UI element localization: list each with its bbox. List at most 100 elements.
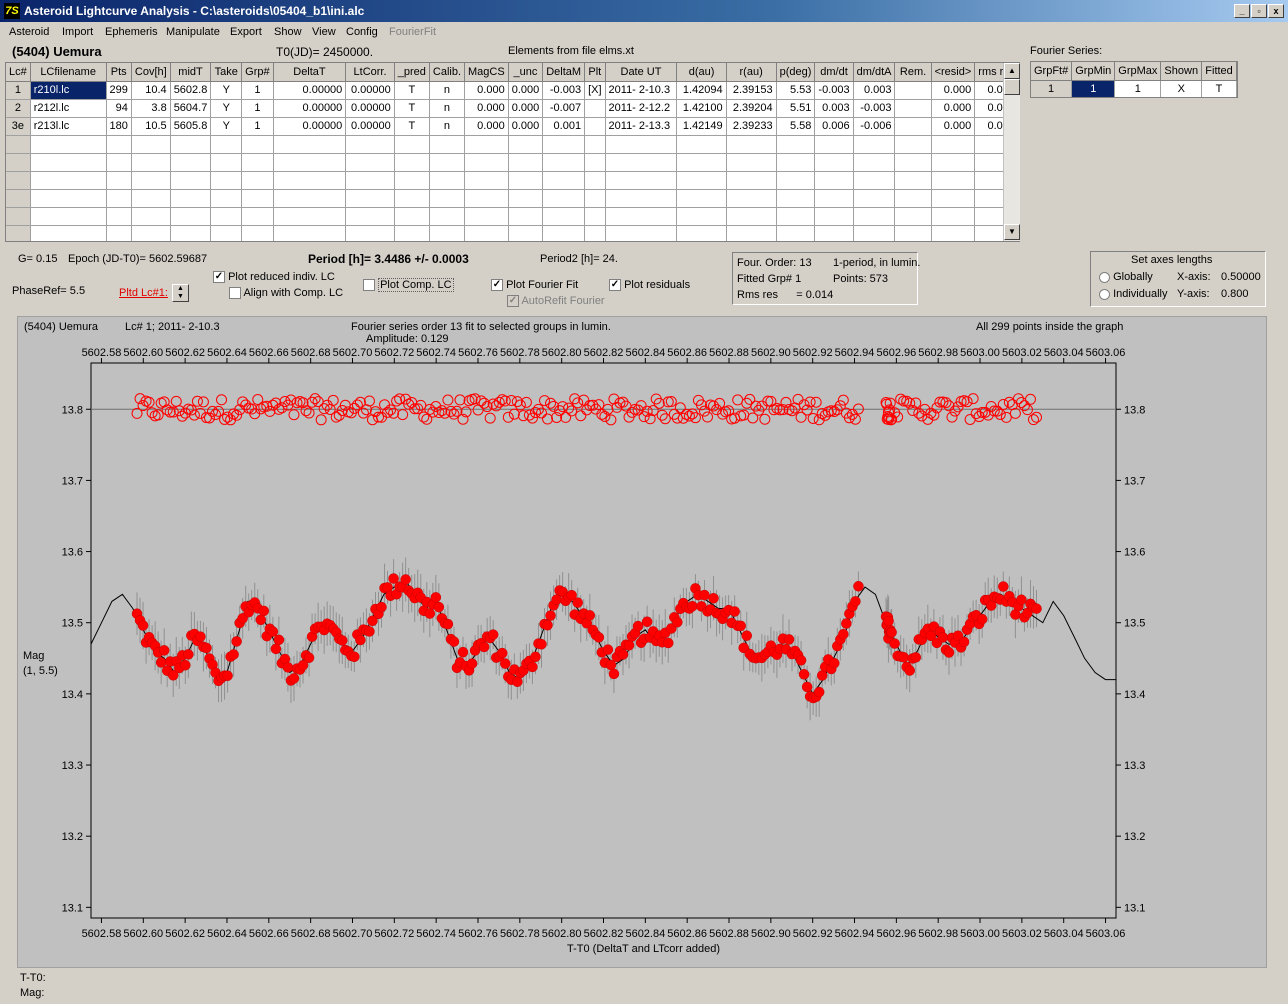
table-cell[interactable] (853, 153, 896, 172)
table-cell[interactable]: r213l.lc (30, 117, 107, 136)
table-cell[interactable] (584, 153, 606, 172)
menu-config[interactable]: Config (346, 26, 378, 38)
table-cell[interactable]: 0.006 (814, 117, 854, 136)
table-cell[interactable] (776, 207, 816, 226)
align-comp-checkbox[interactable]: Align with Comp. LC (229, 287, 343, 300)
table-cell[interactable]: 0.000 (464, 117, 509, 136)
table-cell[interactable] (676, 135, 727, 154)
table-cell[interactable] (726, 135, 777, 154)
table-cell[interactable] (542, 189, 586, 208)
table-cell[interactable] (345, 207, 395, 226)
table-cell[interactable] (273, 189, 347, 208)
lightcurve-plot-panel[interactable]: 5602.58 5602.58 5602.60 5602.60 5602.62 5602.… (17, 316, 1267, 968)
table-cell[interactable] (170, 225, 212, 241)
table-cell[interactable]: 299 (106, 81, 132, 100)
column-header[interactable]: dm/dt (814, 63, 854, 82)
table-cell[interactable] (894, 81, 932, 100)
column-header[interactable]: _unc (508, 63, 544, 82)
table-cell[interactable] (345, 171, 395, 190)
table-cell[interactable]: 5604.7 (170, 99, 212, 118)
table-row[interactable]: 3e r213l.lc 180 10.5 5605.8 Y 1 0.00000 0.00000 T… (6, 117, 1019, 136)
table-cell[interactable] (241, 207, 274, 226)
table-cell[interactable] (931, 171, 976, 190)
table-cell[interactable]: Y (210, 99, 243, 118)
column-header[interactable]: r(au) (726, 63, 777, 82)
table-cell[interactable] (210, 225, 243, 241)
table-cell[interactable] (508, 225, 544, 241)
table-cell[interactable] (394, 207, 430, 226)
table-cell[interactable] (853, 135, 896, 154)
menu-ephemeris[interactable]: Ephemeris (105, 26, 158, 38)
table-cell[interactable] (726, 153, 777, 172)
table-cell[interactable]: 2.39153 (726, 81, 777, 100)
table-cell[interactable] (170, 189, 212, 208)
table-cell[interactable] (210, 189, 243, 208)
table-cell[interactable] (394, 171, 430, 190)
table-cell[interactable] (894, 207, 932, 226)
table-cell[interactable]: 10.5 (131, 117, 171, 136)
table-cell[interactable] (131, 135, 171, 154)
table-cell[interactable] (605, 135, 678, 154)
table-cell[interactable] (464, 171, 509, 190)
table-cell[interactable]: 0.00000 (345, 99, 395, 118)
scroll-down-button[interactable]: ▼ (1004, 224, 1020, 240)
table-cell[interactable]: -0.006 (853, 117, 896, 136)
table-cell[interactable] (6, 135, 31, 154)
table-cell[interactable] (542, 171, 586, 190)
table-cell[interactable] (273, 153, 347, 172)
table-cell[interactable] (894, 171, 932, 190)
table-cell[interactable] (394, 153, 430, 172)
table-cell[interactable] (776, 225, 816, 241)
table-cell[interactable] (464, 135, 509, 154)
yaxis-value[interactable]: 0.800 (1221, 288, 1249, 300)
table-cell[interactable] (542, 225, 586, 241)
table-cell[interactable] (6, 189, 31, 208)
column-header[interactable]: LtCorr. (345, 63, 395, 82)
table-cell[interactable]: 0.000 (508, 99, 544, 118)
table-cell[interactable] (931, 207, 976, 226)
table-cell[interactable] (584, 117, 606, 136)
table-cell[interactable]: 0.00000 (273, 99, 347, 118)
table-cell[interactable]: 0.000 (931, 81, 976, 100)
menu-export[interactable]: Export (230, 26, 262, 38)
column-header[interactable]: Plt (584, 63, 606, 82)
table-cell[interactable]: -0.007 (542, 99, 586, 118)
table-cell[interactable]: [X] (584, 81, 606, 100)
table-cell[interactable]: -0.003 (853, 99, 896, 118)
column-header[interactable]: DeltaM (542, 63, 586, 82)
column-header[interactable]: GrpMin (1071, 62, 1116, 81)
minimize-button[interactable]: _ (1234, 4, 1250, 18)
table-cell[interactable] (676, 153, 727, 172)
table-cell[interactable] (814, 189, 854, 208)
column-header[interactable]: <resid> (931, 63, 976, 82)
table-cell[interactable] (241, 135, 274, 154)
table-cell[interactable] (605, 153, 678, 172)
checkbox-box[interactable]: ✓ (609, 279, 621, 292)
column-header[interactable]: Calib. (429, 63, 466, 82)
table-cell[interactable]: 2011- 2-12.2 (605, 99, 678, 118)
table-cell[interactable] (894, 135, 932, 154)
radio-globally[interactable]: Globally (1099, 271, 1153, 283)
table-cell[interactable] (726, 225, 777, 241)
menu-asteroid[interactable]: Asteroid (9, 26, 50, 38)
table-cell[interactable] (131, 153, 171, 172)
table-cell[interactable] (584, 99, 606, 118)
autorefit-checkbox[interactable]: ✓ AutoRefit Fourier (507, 295, 605, 308)
table-cell[interactable] (429, 135, 466, 154)
table-cell[interactable] (931, 153, 976, 172)
table-cell[interactable] (894, 117, 932, 136)
table-cell[interactable] (429, 171, 466, 190)
table-cell[interactable] (508, 171, 544, 190)
table-cell[interactable] (273, 171, 347, 190)
table-cell[interactable] (6, 153, 31, 172)
table-cell[interactable]: 0.000 (508, 117, 544, 136)
table-cell[interactable] (464, 207, 509, 226)
table-cell[interactable] (894, 153, 932, 172)
table-cell[interactable] (853, 171, 896, 190)
table-cell[interactable]: 0.003 (853, 81, 896, 100)
table-cell[interactable]: 1.42094 (676, 81, 727, 100)
table-cell[interactable] (726, 207, 777, 226)
table-cell[interactable] (345, 225, 395, 241)
table-cell[interactable] (542, 207, 586, 226)
